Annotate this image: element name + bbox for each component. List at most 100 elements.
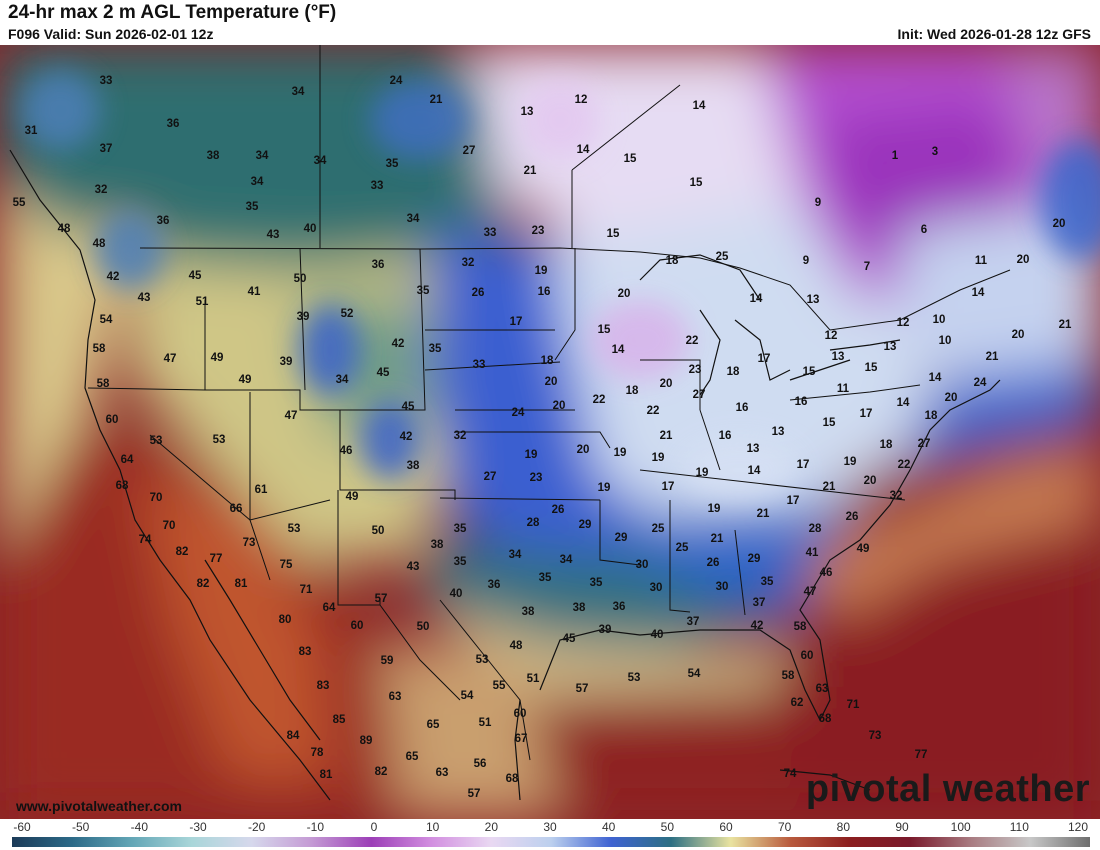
temperature-map[interactable]: 33 24 21 34 13 12 14 31 36 37 38 34 34 35 27 14 15 1 3 32 34… bbox=[0, 45, 1100, 819]
political-borders bbox=[87, 45, 1011, 761]
temperature-value: 54 bbox=[100, 314, 113, 326]
color-scale-tick: -20 bbox=[247, 820, 266, 834]
temperature-value: 21 bbox=[823, 481, 836, 493]
temperature-value: 28 bbox=[809, 523, 822, 535]
temperature-value: 48 bbox=[58, 223, 71, 235]
temperature-value: 43 bbox=[138, 292, 151, 304]
temperature-value: 25 bbox=[716, 251, 729, 263]
temperature-value: 19 bbox=[696, 467, 709, 479]
temperature-value: 37 bbox=[687, 616, 700, 628]
temperature-value: 35 bbox=[454, 523, 467, 535]
temperature-value: 1 bbox=[892, 150, 899, 162]
temperature-value: 36 bbox=[157, 215, 170, 227]
temperature-value: 14 bbox=[897, 397, 910, 409]
temperature-value: 71 bbox=[300, 584, 313, 596]
temperature-value: 23 bbox=[689, 364, 702, 376]
temperature-value: 20 bbox=[545, 376, 558, 388]
color-scale-tick: -60 bbox=[13, 820, 31, 834]
temperature-value: 81 bbox=[235, 578, 248, 590]
temperature-value: 17 bbox=[797, 459, 810, 471]
temperature-value: 22 bbox=[647, 405, 660, 417]
temperature-value: 30 bbox=[716, 581, 729, 593]
temperature-value: 30 bbox=[636, 559, 649, 571]
temperature-value: 37 bbox=[753, 597, 766, 609]
temperature-value: 20 bbox=[864, 475, 877, 487]
temperature-value: 18 bbox=[925, 410, 938, 422]
temperature-value: 89 bbox=[360, 735, 373, 747]
temperature-value: 11 bbox=[837, 383, 850, 395]
temperature-value: 39 bbox=[280, 356, 293, 368]
temperature-value: 24 bbox=[974, 377, 987, 389]
temperature-value: 48 bbox=[93, 238, 106, 250]
temperature-value: 46 bbox=[340, 445, 353, 457]
temperature-value: 20 bbox=[945, 392, 958, 404]
temperature-value: 53 bbox=[213, 434, 226, 446]
temperature-value: 19 bbox=[525, 449, 538, 461]
temperature-value: 12 bbox=[575, 94, 588, 106]
temperature-value: 57 bbox=[375, 593, 388, 605]
color-scale-tick: -30 bbox=[189, 820, 207, 834]
temperature-value: 20 bbox=[618, 288, 631, 300]
temperature-value: 14 bbox=[748, 465, 761, 477]
temperature-value: 64 bbox=[121, 454, 134, 466]
temperature-value: 35 bbox=[454, 556, 467, 568]
temperature-value: 60 bbox=[106, 414, 119, 426]
temperature-value: 49 bbox=[346, 491, 359, 503]
temperature-value: 43 bbox=[267, 229, 280, 241]
temperature-value: 70 bbox=[150, 492, 163, 504]
temperature-value: 73 bbox=[869, 730, 882, 742]
temperature-value: 13 bbox=[772, 426, 785, 438]
temperature-value: 42 bbox=[107, 271, 120, 283]
temperature-value: 38 bbox=[573, 602, 586, 614]
temperature-value: 38 bbox=[207, 150, 220, 162]
temperature-value: 23 bbox=[530, 472, 543, 484]
temperature-value: 38 bbox=[407, 460, 420, 472]
temperature-value: 19 bbox=[708, 503, 721, 515]
temperature-value: 29 bbox=[579, 519, 592, 531]
temperature-value: 11 bbox=[975, 255, 988, 267]
map-title: 24-hr max 2 m AGL Temperature (°F) bbox=[8, 2, 337, 23]
temperature-value: 83 bbox=[299, 646, 312, 658]
temperature-value: 30 bbox=[650, 582, 663, 594]
temperature-value: 42 bbox=[392, 338, 405, 350]
temperature-value: 51 bbox=[479, 717, 492, 729]
temperature-value: 32 bbox=[95, 184, 108, 196]
temperature-value: 39 bbox=[297, 311, 310, 323]
temperature-value: 82 bbox=[197, 578, 210, 590]
temperature-value: 34 bbox=[509, 549, 522, 561]
temperature-value: 24 bbox=[390, 75, 403, 87]
temperature-value: 36 bbox=[372, 259, 385, 271]
temperature-value: 78 bbox=[311, 747, 324, 759]
temperature-value: 57 bbox=[468, 788, 481, 800]
temperature-value: 73 bbox=[243, 537, 256, 549]
temperature-value: 13 bbox=[747, 443, 760, 455]
temperature-value: 7 bbox=[864, 261, 870, 273]
temperature-value: 38 bbox=[431, 539, 444, 551]
temperature-value: 61 bbox=[255, 484, 268, 496]
temperature-value: 53 bbox=[628, 672, 641, 684]
temperature-value: 18 bbox=[626, 385, 639, 397]
temperature-value: 40 bbox=[304, 223, 317, 235]
temperature-value: 17 bbox=[758, 353, 771, 365]
temperature-value: 27 bbox=[693, 389, 706, 401]
temperature-value: 19 bbox=[614, 447, 627, 459]
color-scale-gradient bbox=[12, 837, 1090, 847]
temperature-value: 34 bbox=[314, 155, 327, 167]
temperature-value: 19 bbox=[598, 482, 611, 494]
temperature-value: 47 bbox=[164, 353, 177, 365]
temperature-value: 67 bbox=[515, 733, 528, 745]
temperature-value: 53 bbox=[476, 654, 489, 666]
temperature-value: 50 bbox=[294, 273, 307, 285]
temperature-value: 25 bbox=[652, 523, 665, 535]
temperature-value: 68 bbox=[116, 480, 129, 492]
temperature-value: 34 bbox=[256, 150, 269, 162]
temperature-value: 82 bbox=[375, 766, 388, 778]
temperature-value: 56 bbox=[474, 758, 487, 770]
temperature-value: 14 bbox=[750, 293, 763, 305]
temperature-value: 63 bbox=[816, 683, 829, 695]
temperature-value: 20 bbox=[1012, 329, 1025, 341]
temperature-value: 15 bbox=[823, 417, 836, 429]
temperature-value: 58 bbox=[97, 378, 110, 390]
temperature-value: 14 bbox=[577, 144, 590, 156]
